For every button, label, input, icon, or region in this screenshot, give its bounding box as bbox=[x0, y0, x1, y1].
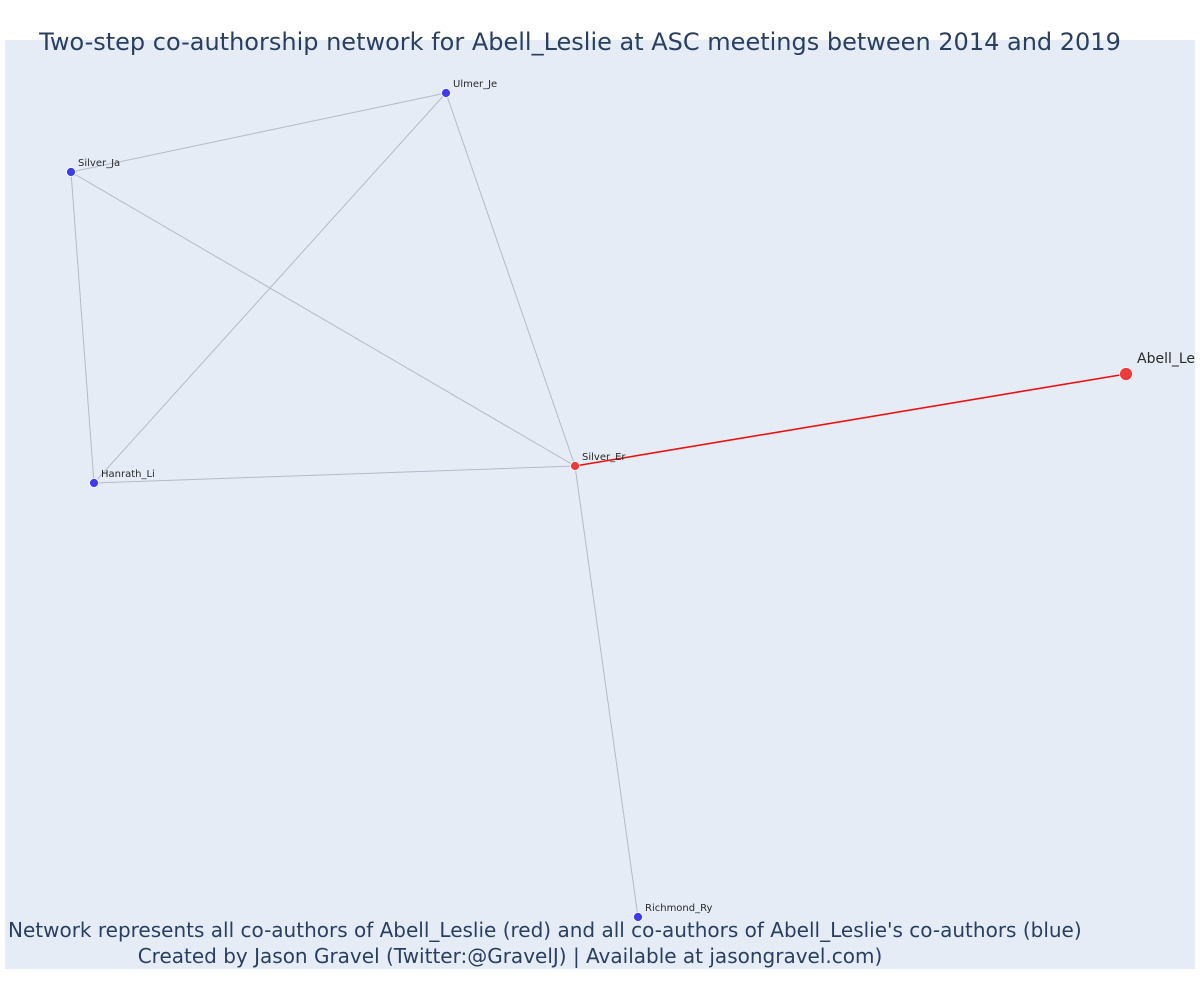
chart-title: Two-step co-authorship network for Abell… bbox=[39, 28, 1121, 56]
caption-credit: Created by Jason Gravel (Twitter:@Gravel… bbox=[137, 944, 883, 968]
node-Silver_Er[interactable]: Silver_Er bbox=[570, 452, 627, 471]
node-Hanrath_Li[interactable]: Hanrath_Li bbox=[89, 469, 155, 488]
edge-Ulmer_Je-Silver_Ja bbox=[70, 92, 447, 173]
caption-legend: Network represents all co-authors of Abe… bbox=[8, 918, 1082, 942]
node-Richmond_Ry[interactable]: Richmond_Ry bbox=[633, 903, 713, 922]
node-label: Abell_Le bbox=[1137, 351, 1195, 367]
node-label: Richmond_Ry bbox=[645, 903, 713, 914]
edge-Silver_Er-Silver_Ja bbox=[70, 171, 576, 467]
node-label: Hanrath_Li bbox=[101, 469, 155, 480]
edge-Ulmer_Je-Hanrath_Li bbox=[93, 92, 447, 484]
node-Silver_Ja[interactable]: Silver_Ja bbox=[66, 158, 121, 177]
node-marker[interactable] bbox=[441, 88, 451, 98]
nodes-layer: Abell_Le Silver_Er Ulmer_Je Silver_Ja Hanrat… bbox=[66, 79, 1196, 922]
node-label: Silver_Er bbox=[582, 452, 626, 463]
plot-background bbox=[5, 40, 1195, 969]
edge-Silver_Er-Ulmer_Je bbox=[445, 92, 576, 467]
edge-Abell_Le-Silver_Er bbox=[574, 373, 1127, 467]
node-marker[interactable] bbox=[633, 912, 643, 922]
node-marker[interactable] bbox=[89, 478, 99, 488]
node-marker[interactable] bbox=[1119, 367, 1133, 381]
edge-Silver_Ja-Hanrath_Li bbox=[70, 171, 95, 484]
node-label: Ulmer_Je bbox=[453, 79, 497, 90]
node-label: Silver_Ja bbox=[78, 158, 120, 169]
edges-layer bbox=[70, 92, 1127, 918]
node-marker[interactable] bbox=[570, 461, 580, 471]
edge-Silver_Er-Richmond_Ry bbox=[574, 465, 639, 918]
edge-Silver_Er-Hanrath_Li bbox=[93, 465, 576, 484]
node-Ulmer_Je[interactable]: Ulmer_Je bbox=[441, 79, 498, 98]
node-marker[interactable] bbox=[66, 167, 76, 177]
node-Abell_Le[interactable]: Abell_Le bbox=[1119, 351, 1196, 381]
